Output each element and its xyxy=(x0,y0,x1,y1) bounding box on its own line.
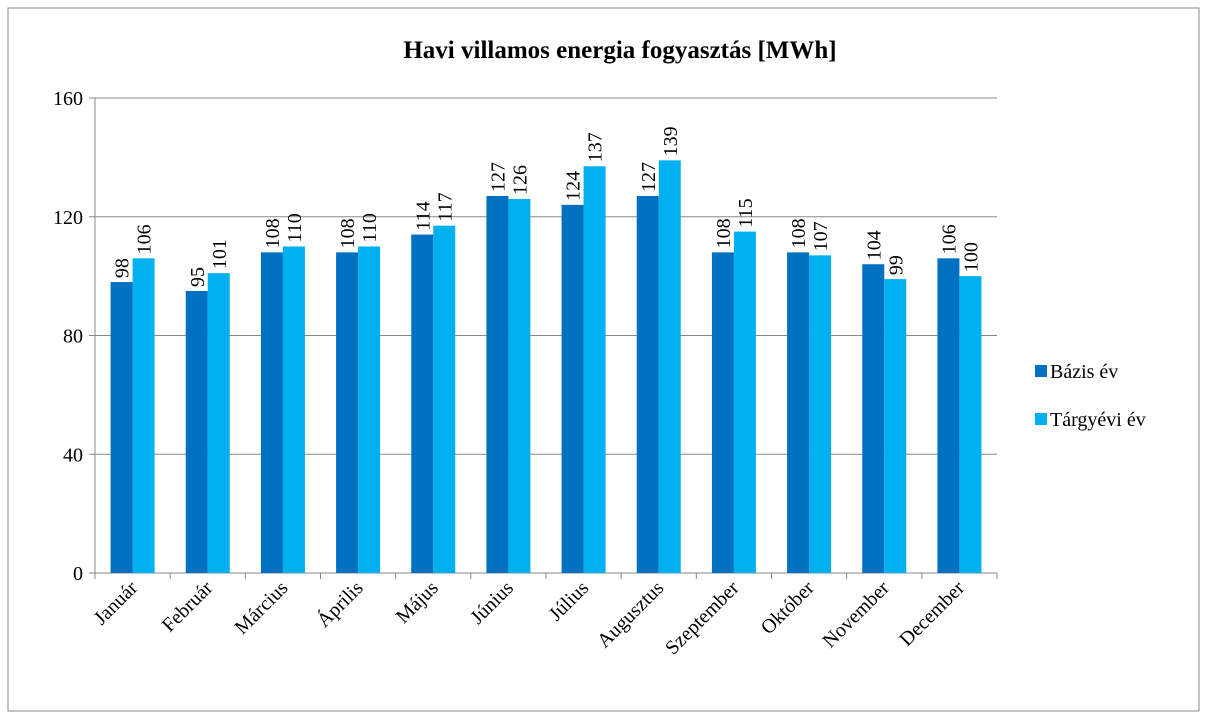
y-tick-label: 120 xyxy=(53,207,83,229)
bar xyxy=(787,252,810,573)
data-label: 137 xyxy=(585,132,607,162)
bar xyxy=(809,255,832,573)
data-label: 127 xyxy=(638,162,660,192)
bar xyxy=(207,273,230,573)
bar xyxy=(110,282,133,573)
data-label: 127 xyxy=(487,162,509,192)
bar xyxy=(636,195,659,573)
bar xyxy=(937,258,960,573)
data-label: 114 xyxy=(412,201,434,230)
data-label: 106 xyxy=(938,224,960,254)
data-label: 110 xyxy=(284,213,306,242)
legend-swatch xyxy=(1035,413,1047,425)
chart-title: Havi villamos energia fogyasztás [MWh] xyxy=(403,37,836,64)
data-label: 124 xyxy=(563,171,585,201)
data-label: 106 xyxy=(134,224,156,254)
data-label: 100 xyxy=(960,242,982,272)
bar xyxy=(260,252,283,573)
bar xyxy=(733,231,756,573)
y-tick-label: 0 xyxy=(73,563,83,585)
bar xyxy=(508,198,531,573)
bar xyxy=(561,204,584,573)
legend-label: Bázis év xyxy=(1050,361,1118,383)
legend-label: Tárgyévi év xyxy=(1050,409,1146,431)
data-label: 108 xyxy=(262,218,284,248)
data-label: 98 xyxy=(112,258,134,278)
data-label: 117 xyxy=(434,192,456,221)
bar xyxy=(185,290,208,573)
bar xyxy=(411,234,434,573)
data-label: 110 xyxy=(359,213,381,242)
bar xyxy=(583,166,606,573)
bar xyxy=(486,195,509,573)
data-label: 104 xyxy=(863,230,885,260)
bar xyxy=(282,246,305,573)
bar xyxy=(433,225,456,573)
data-label: 108 xyxy=(337,218,359,248)
bar xyxy=(959,276,982,573)
data-label: 126 xyxy=(509,165,531,195)
bar xyxy=(658,160,681,573)
bar xyxy=(884,279,907,573)
data-label: 108 xyxy=(713,218,735,248)
data-label: 115 xyxy=(735,198,757,227)
data-label: 139 xyxy=(660,126,682,156)
bar xyxy=(358,246,381,573)
y-tick-label: 40 xyxy=(63,444,83,466)
bar xyxy=(132,258,155,573)
data-label: 107 xyxy=(810,221,832,251)
y-tick-label: 80 xyxy=(63,326,83,348)
bar xyxy=(711,252,734,573)
bar xyxy=(862,264,885,573)
data-label: 108 xyxy=(788,218,810,248)
data-label: 101 xyxy=(209,239,231,269)
data-label: 95 xyxy=(187,267,209,287)
y-tick-label: 160 xyxy=(53,88,83,110)
bar xyxy=(336,252,359,573)
legend-swatch xyxy=(1035,365,1047,377)
data-label: 99 xyxy=(885,255,907,275)
